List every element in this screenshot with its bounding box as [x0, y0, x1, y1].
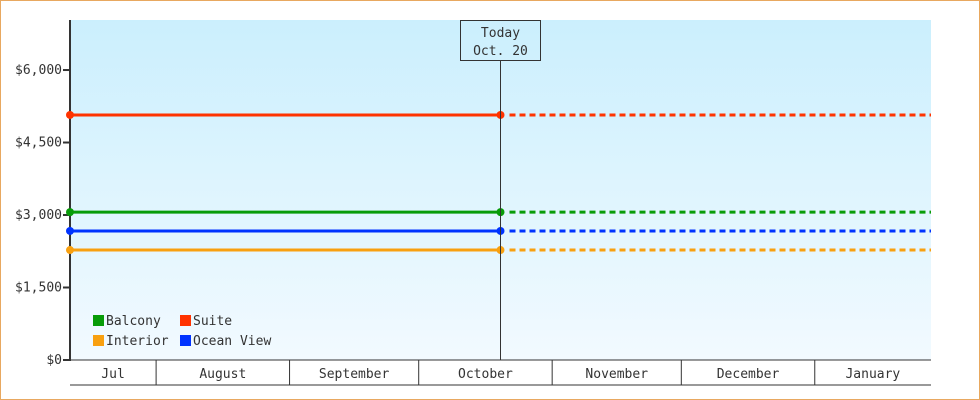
- legend-swatch: [93, 335, 104, 346]
- legend-swatch: [93, 315, 104, 326]
- month-label: November: [585, 367, 648, 382]
- legend-label: Interior: [106, 334, 169, 349]
- month-label: December: [717, 367, 780, 382]
- y-tick-label: $4,500: [15, 136, 62, 151]
- legend-label: Ocean View: [193, 334, 271, 349]
- legend-label: Suite: [193, 314, 232, 329]
- y-tick-label: $6,000: [15, 63, 62, 78]
- month-label: Jul: [101, 367, 124, 382]
- legend-label: Balcony: [106, 314, 161, 329]
- data-point: [66, 226, 74, 235]
- legend-swatch: [180, 315, 191, 326]
- legend-swatch: [180, 335, 191, 346]
- data-point: [66, 208, 74, 217]
- data-point: [66, 246, 74, 255]
- y-tick-label: $0: [46, 353, 62, 368]
- y-tick-label: $3,000: [15, 208, 62, 223]
- today-label: Today: [481, 26, 520, 41]
- month-label: September: [319, 367, 390, 382]
- month-label: October: [458, 367, 513, 382]
- today-date: Oct. 20: [473, 44, 528, 59]
- data-point: [66, 110, 74, 119]
- month-label: August: [199, 367, 246, 382]
- today-label-box: [460, 20, 541, 61]
- y-tick-label: $1,500: [15, 281, 62, 296]
- month-label: January: [845, 367, 900, 382]
